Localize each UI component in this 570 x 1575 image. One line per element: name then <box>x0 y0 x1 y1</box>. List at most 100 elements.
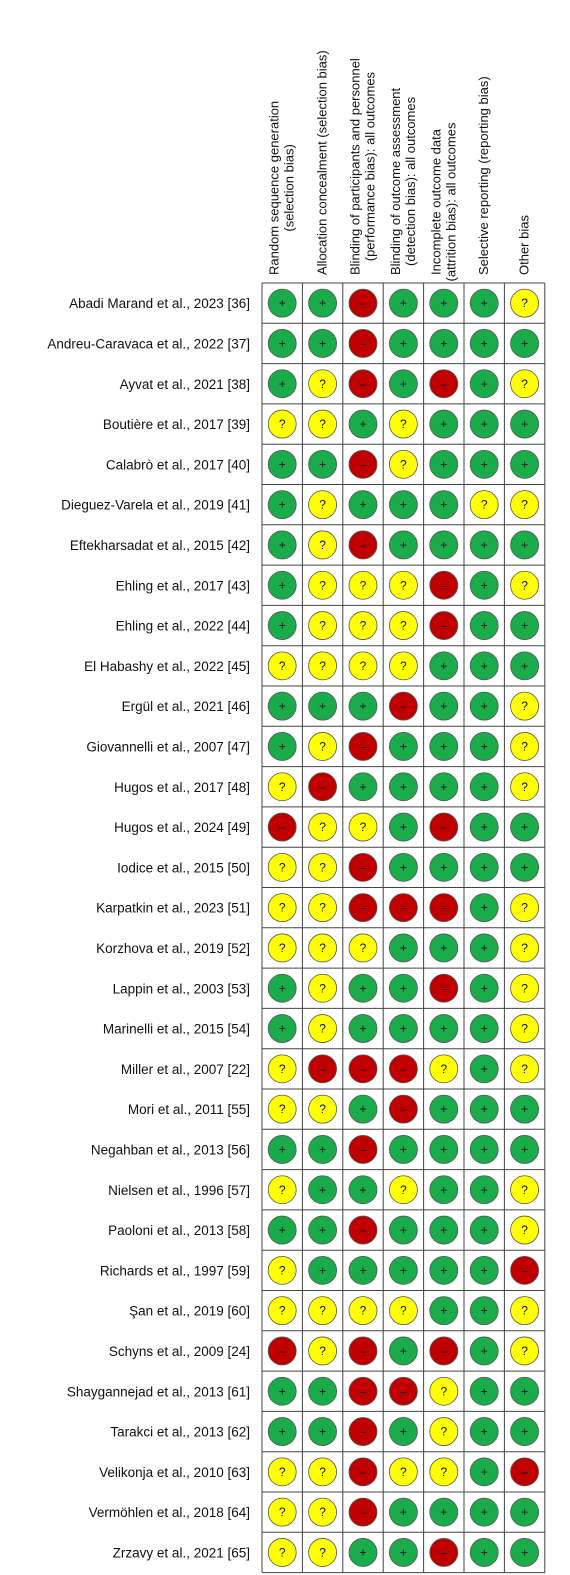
judgement-symbol: – <box>360 336 367 350</box>
judgement-symbol: + <box>400 336 407 350</box>
judgement-circle <box>388 893 418 923</box>
judgement-circle <box>510 449 539 479</box>
judgement-circle <box>348 449 378 479</box>
judgement-circle <box>267 1457 297 1487</box>
judgement-symbol: + <box>400 538 407 552</box>
judgement-circle <box>388 1014 418 1043</box>
judgement-symbol: ? <box>521 296 528 310</box>
judgement-symbol: + <box>279 498 286 512</box>
judgement-circle <box>267 651 297 681</box>
judgement-circle <box>308 1215 338 1245</box>
judgement-circle <box>267 530 297 560</box>
study-label: Andreu-Caravaca et al., 2022 [37] <box>47 336 250 351</box>
judgement-symbol: + <box>440 336 447 350</box>
judgement-circle <box>348 973 378 1003</box>
judgement-symbol: + <box>279 1142 286 1156</box>
judgement-symbol: + <box>319 1142 326 1156</box>
judgement-circle <box>429 852 459 882</box>
study-label: Lappin et al., 2003 [53] <box>113 981 250 996</box>
judgement-circle <box>469 852 499 882</box>
judgement-symbol: + <box>481 1304 488 1318</box>
judgement-circle <box>429 1417 459 1446</box>
judgement-circle <box>267 369 297 399</box>
judgement-symbol: ? <box>440 1425 447 1439</box>
judgement-symbol: ? <box>319 377 326 391</box>
judgement-symbol: ? <box>360 659 367 673</box>
judgement-circle <box>388 1336 418 1366</box>
judgement-symbol: + <box>440 1102 447 1116</box>
judgement-circle <box>348 1014 378 1043</box>
study-label: Hugos et al., 2024 [49] <box>114 820 250 835</box>
judgement-circle <box>308 1538 338 1567</box>
judgement-circle <box>510 933 539 963</box>
column-header: Random sequence generation <box>267 101 282 275</box>
judgement-symbol: + <box>481 377 488 391</box>
judgement-circle <box>388 1296 418 1326</box>
judgement-symbol: + <box>359 1102 366 1116</box>
judgement-circle <box>308 732 338 761</box>
judgement-circle <box>469 973 499 1003</box>
judgement-circle <box>429 1215 459 1245</box>
judgement-circle <box>348 1054 378 1084</box>
judgement-symbol: + <box>481 578 488 592</box>
judgement-circle <box>510 1457 539 1487</box>
judgement-symbol: + <box>279 296 286 310</box>
judgement-circle <box>388 288 418 318</box>
judgement-circle <box>308 1497 338 1527</box>
judgement-circle <box>348 1417 378 1446</box>
judgement-symbol: ? <box>319 619 326 633</box>
judgement-symbol: – <box>360 1505 367 1519</box>
study-label: Nielsen et al., 1996 [57] <box>108 1183 250 1198</box>
judgement-circle <box>388 691 418 721</box>
judgement-symbol: + <box>319 336 326 350</box>
judgement-circle <box>429 1094 459 1124</box>
judgement-symbol: + <box>481 296 488 310</box>
judgement-symbol: + <box>279 1384 286 1398</box>
judgement-symbol: ? <box>400 619 407 633</box>
study-label: Iodice et al., 2015 [50] <box>117 860 250 875</box>
study-label: Ehling et al., 2017 [43] <box>116 578 250 593</box>
judgement-symbol: + <box>440 1505 447 1519</box>
judgement-symbol: ? <box>481 498 488 512</box>
judgement-circle <box>469 893 499 923</box>
judgement-symbol: ? <box>440 1062 447 1076</box>
judgement-circle <box>308 1296 338 1326</box>
judgement-symbol: + <box>319 1183 326 1197</box>
judgement-circle <box>388 852 418 882</box>
judgement-circle <box>267 1054 297 1084</box>
judgement-symbol: – <box>521 1263 528 1277</box>
judgement-circle <box>348 1215 378 1245</box>
judgement-symbol: ? <box>400 457 407 471</box>
judgement-symbol: – <box>360 1062 367 1076</box>
judgement-circle <box>469 1296 499 1326</box>
judgement-symbol: + <box>359 981 366 995</box>
judgement-circle <box>429 409 459 439</box>
judgement-symbol: + <box>359 417 366 431</box>
column-header: Blinding of participants and personnel <box>348 58 363 275</box>
judgement-symbol: + <box>440 1183 447 1197</box>
judgement-circle <box>429 329 459 358</box>
judgement-symbol: + <box>400 1223 407 1237</box>
judgement-circle <box>429 933 459 963</box>
judgement-circle <box>348 812 378 842</box>
judgement-circle <box>308 449 338 479</box>
judgement-symbol: + <box>481 1384 488 1398</box>
judgement-circle <box>308 1054 338 1084</box>
study-label: Velikonja et al., 2010 [63] <box>99 1465 250 1480</box>
judgement-circle <box>510 1135 539 1164</box>
judgement-circle <box>308 1457 338 1487</box>
judgement-symbol: – <box>360 1425 367 1439</box>
judgement-symbol: – <box>400 1062 407 1076</box>
judgement-symbol: + <box>440 498 447 512</box>
judgement-circle <box>510 812 539 842</box>
judgement-symbol: ? <box>279 1062 286 1076</box>
judgement-symbol: + <box>440 1304 447 1318</box>
judgement-circle <box>469 1054 499 1084</box>
judgement-circle <box>267 1135 297 1164</box>
judgement-symbol: + <box>400 820 407 834</box>
judgement-circle <box>308 691 338 721</box>
judgement-circle <box>388 530 418 560</box>
judgement-circle <box>510 288 539 318</box>
study-label: Miller et al., 2007 [22] <box>121 1062 250 1077</box>
judgement-circle <box>348 691 378 721</box>
